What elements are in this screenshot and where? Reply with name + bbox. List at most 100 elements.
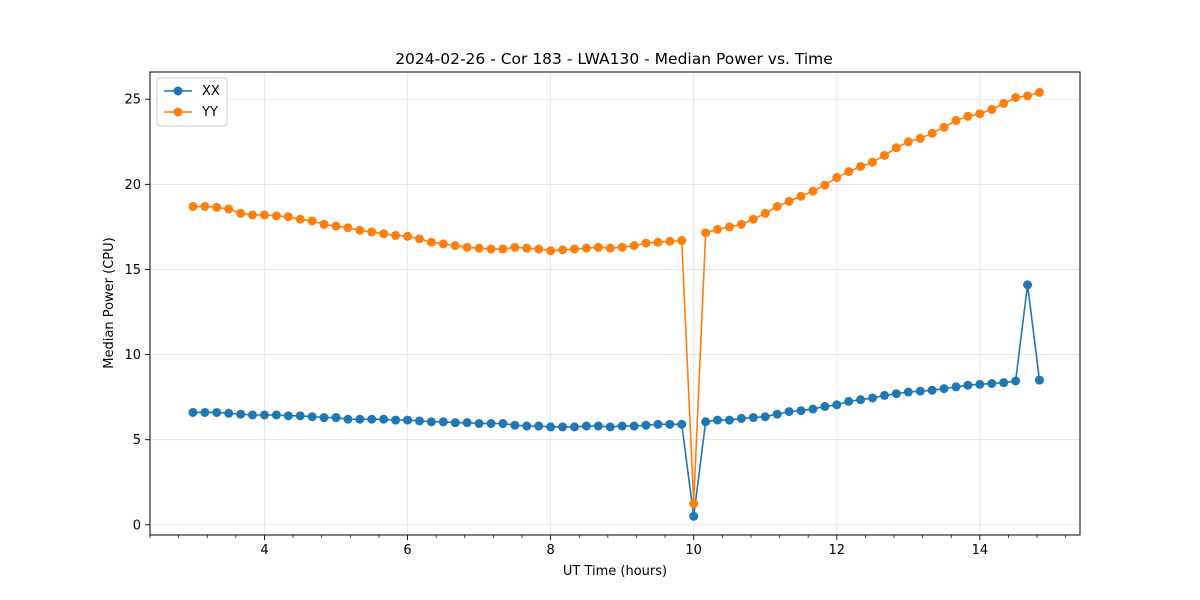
data-point — [903, 137, 913, 147]
data-point — [498, 244, 508, 254]
data-point — [224, 408, 234, 418]
data-point — [236, 409, 246, 419]
data-point — [593, 421, 603, 431]
data-point — [963, 111, 973, 121]
data-point — [879, 390, 889, 400]
data-point — [677, 419, 687, 429]
data-point — [367, 227, 377, 237]
data-point — [724, 222, 734, 232]
data-point — [546, 246, 556, 256]
chart-title: 2024-02-26 - Cor 183 - LWA130 - Median P… — [395, 50, 833, 68]
data-point — [641, 420, 651, 430]
data-point — [999, 378, 1009, 388]
legend-label-xx: XX — [202, 84, 220, 99]
data-point — [510, 242, 520, 252]
data-point — [343, 414, 353, 424]
data-point — [856, 161, 866, 171]
data-point — [498, 419, 508, 429]
data-point — [307, 216, 317, 226]
data-point — [939, 384, 949, 394]
x-axis: 4 6 8 10 12 14 — [149, 535, 1067, 558]
x-tick-label: 8 — [546, 543, 554, 558]
data-point — [1011, 93, 1021, 103]
data-point — [271, 410, 281, 420]
data-point — [1034, 87, 1044, 97]
data-point — [295, 411, 305, 421]
data-point — [605, 243, 615, 253]
data-point — [510, 420, 520, 430]
data-point — [641, 238, 651, 248]
data-point — [391, 230, 401, 240]
data-point — [701, 228, 711, 238]
y-tick-label: 15 — [124, 263, 141, 278]
data-point — [307, 412, 317, 422]
data-point — [534, 421, 544, 431]
x-tick-label: 14 — [972, 543, 989, 558]
data-point — [808, 404, 818, 414]
data-point — [486, 244, 496, 254]
data-point — [999, 98, 1009, 108]
data-point — [856, 395, 866, 405]
y-axis-label: Median Power (CPU) — [102, 237, 117, 368]
plot-border — [149, 71, 1081, 536]
data-point — [987, 104, 997, 114]
data-point — [713, 224, 723, 234]
data-point — [903, 387, 913, 397]
data-point — [975, 379, 985, 389]
data-point — [438, 239, 448, 249]
data-point — [188, 407, 198, 417]
data-point — [558, 245, 568, 255]
data-point — [403, 231, 413, 241]
data-point — [426, 417, 436, 427]
data-point — [820, 180, 830, 190]
x-tick-label: 6 — [403, 543, 411, 558]
data-point — [319, 413, 329, 423]
data-point — [844, 167, 854, 177]
legend: XX YY — [156, 77, 228, 127]
data-point — [808, 186, 818, 196]
data-point — [772, 201, 782, 211]
data-point — [546, 422, 556, 432]
data-point — [581, 243, 591, 253]
data-point — [581, 421, 591, 431]
data-point — [927, 128, 937, 138]
data-point — [844, 396, 854, 406]
data-point — [665, 419, 675, 429]
data-point — [414, 416, 424, 426]
data-point — [868, 157, 878, 167]
data-point — [617, 242, 627, 252]
data-point — [1023, 280, 1033, 290]
legend-marker-xx — [173, 86, 183, 96]
data-point — [1023, 91, 1033, 101]
data-point — [689, 499, 699, 509]
data-point — [283, 411, 293, 421]
data-point — [236, 208, 246, 218]
x-tick-label: 10 — [685, 543, 702, 558]
data-point — [820, 401, 830, 411]
data-point — [760, 412, 770, 422]
data-point — [653, 237, 663, 247]
data-point — [951, 382, 961, 392]
data-point — [975, 109, 985, 119]
data-point — [462, 418, 472, 428]
data-point — [379, 229, 389, 239]
data-point — [200, 407, 210, 417]
data-point — [403, 415, 413, 425]
data-point — [784, 196, 794, 206]
data-point — [486, 419, 496, 429]
data-point — [295, 214, 305, 224]
data-point — [748, 413, 758, 423]
data-point — [259, 410, 269, 420]
data-point — [271, 211, 281, 221]
data-point — [736, 413, 746, 423]
y-tick-label: 0 — [133, 518, 141, 533]
data-point — [713, 415, 723, 425]
data-point — [879, 150, 889, 160]
data-point — [212, 202, 222, 212]
data-point — [891, 143, 901, 153]
data-point — [796, 191, 806, 201]
data-point — [331, 221, 341, 231]
data-point — [462, 242, 472, 252]
data-point — [331, 413, 341, 423]
